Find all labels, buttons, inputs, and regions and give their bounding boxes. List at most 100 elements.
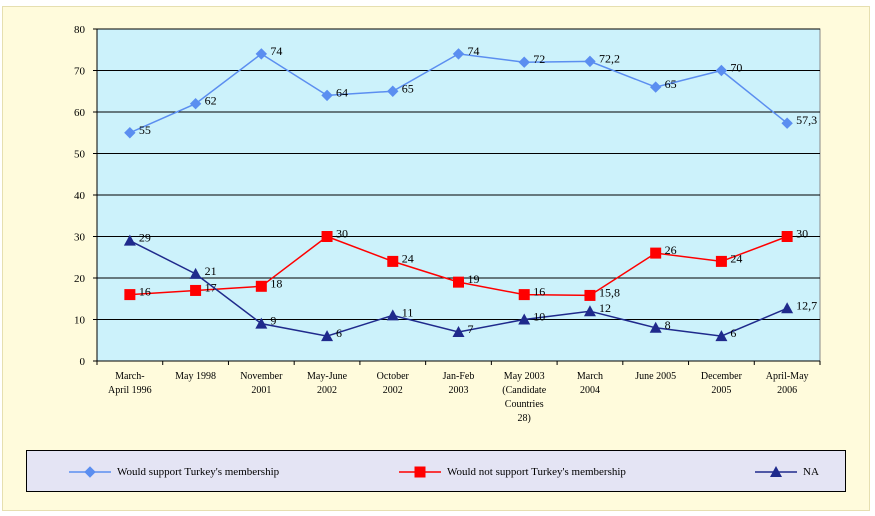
data-label-not-support: 19 (468, 272, 480, 286)
data-point-support (715, 64, 728, 77)
data-label-not-support: 18 (270, 276, 282, 290)
data-label-not-support: 30 (336, 227, 348, 241)
x-tick-label: May-June 2002 (307, 371, 348, 396)
data-label-support: 72,2 (599, 51, 620, 65)
data-point-not-support (124, 289, 136, 301)
data-point-not-support (518, 289, 530, 301)
data-point-support (321, 89, 333, 102)
data-label-support: 55 (139, 123, 151, 137)
legend-swatch-na (755, 466, 797, 477)
legend-label-na: NA (803, 466, 819, 478)
x-tick-label: May 2003 (Candidate Countries 28) (502, 371, 546, 424)
x-tick-label: March 2004 (577, 371, 603, 396)
data-label-not-support: 16 (533, 285, 545, 299)
y-tick-label: 10 (74, 315, 86, 327)
y-tick-label: 70 (74, 66, 86, 78)
data-point-na (781, 302, 794, 314)
data-point-not-support (781, 231, 793, 242)
y-tick-label: 0 (80, 356, 86, 368)
data-point-na (189, 267, 202, 279)
data-point-support (452, 48, 465, 60)
y-tick-label: 40 (74, 190, 86, 202)
data-label-support: 65 (402, 81, 414, 95)
data-point-not-support (255, 280, 267, 292)
data-label-support: 74 (270, 44, 282, 58)
data-label-not-support: 16 (139, 285, 151, 299)
data-label-na: 7 (468, 322, 474, 336)
data-label-na: 29 (139, 231, 151, 245)
x-tick-label: December 2005 (701, 371, 743, 396)
data-point-not-support (387, 255, 399, 267)
data-label-support: 70 (730, 61, 742, 75)
legend-item-support: Would support Turkey's membership (67, 463, 279, 481)
data-label-na: 21 (205, 264, 217, 278)
data-point-na (321, 330, 334, 342)
legend-marker (414, 466, 426, 478)
legend-label-support: Would support Turkey's membership (117, 466, 280, 478)
data-point-na (583, 305, 596, 317)
data-label-not-support: 15,8 (599, 285, 620, 299)
y-tick-label: 60 (74, 107, 86, 119)
x-tick-label: October 2002 (377, 371, 410, 396)
data-label-not-support: 30 (796, 227, 808, 241)
x-tick-label: May 1998 (175, 371, 216, 382)
data-point-na (649, 321, 662, 333)
data-label-na: 6 (336, 326, 342, 340)
data-point-na (715, 330, 728, 342)
data-point-support (387, 85, 399, 97)
data-label-support: 62 (205, 94, 217, 108)
data-label-not-support: 24 (402, 251, 414, 265)
data-point-support (124, 127, 136, 139)
data-label-support: 74 (468, 44, 480, 58)
data-point-support (584, 55, 596, 68)
data-point-support (255, 48, 268, 60)
y-tick-label: 80 (74, 24, 86, 36)
legend-marker (770, 466, 782, 477)
x-tick-label: November 2001 (240, 371, 283, 396)
data-point-support (518, 56, 530, 68)
data-point-not-support (584, 289, 596, 301)
x-tick-label: March-April 1996 (108, 371, 152, 396)
data-label-na: 8 (665, 318, 671, 332)
data-point-not-support (321, 231, 333, 242)
data-label-not-support: 26 (665, 243, 677, 257)
legend-item-na: NA (753, 463, 819, 481)
data-label-na: 12,7 (796, 298, 817, 312)
legend-item-not-support: Would not support Turkey's membership (397, 463, 626, 481)
y-tick-label: 20 (74, 273, 86, 285)
legend-swatch-not-support (399, 466, 441, 478)
data-label-support: 57,3 (796, 113, 817, 127)
data-point-na (518, 313, 531, 325)
data-label-not-support: 24 (730, 251, 742, 265)
data-label-support: 64 (336, 85, 348, 99)
y-tick-label: 30 (74, 232, 86, 244)
data-label-support: 72 (533, 52, 545, 66)
data-point-support (781, 117, 793, 129)
data-point-na (123, 234, 136, 246)
data-point-support (649, 81, 662, 93)
x-tick-label: June 2005 (635, 371, 676, 382)
y-tick-label: 50 (74, 149, 86, 161)
data-label-na: 6 (730, 326, 736, 340)
legend-marker (84, 466, 96, 478)
data-label-na: 12 (599, 301, 611, 315)
data-point-na (452, 325, 465, 337)
data-label-na: 9 (270, 314, 276, 328)
data-label-not-support: 17 (205, 280, 217, 294)
data-point-na (255, 317, 268, 329)
data-label-support: 65 (665, 77, 677, 91)
chart-legend: Would support Turkey's membership Would … (26, 450, 846, 492)
legend-swatch-support (69, 466, 111, 478)
data-label-na: 10 (533, 310, 545, 324)
x-tick-label: April-May 2006 (766, 371, 809, 396)
data-point-support (189, 97, 202, 110)
legend-label-not-support: Would not support Turkey's membership (447, 466, 626, 478)
data-point-not-support (715, 255, 727, 267)
x-tick-label: Jan-Feb 2003 (443, 371, 475, 396)
data-point-not-support (650, 247, 662, 259)
data-point-not-support (453, 276, 464, 288)
data-point-na (386, 309, 399, 321)
data-label-na: 11 (402, 305, 414, 319)
data-point-not-support (190, 284, 202, 296)
